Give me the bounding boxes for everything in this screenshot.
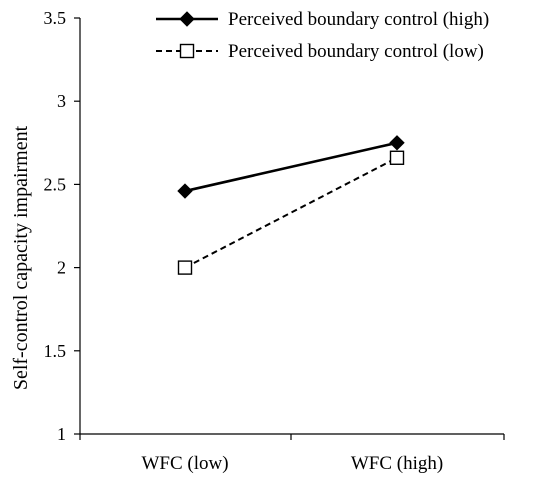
legend-marker <box>179 43 195 59</box>
data-point-high-1 <box>389 135 405 151</box>
legend: Perceived boundary control (high) Perceiv… <box>156 9 489 62</box>
data-point-high-0 <box>177 183 193 199</box>
series-line-high <box>184 141 398 193</box>
x-category-label: WFC (high) <box>351 453 443 474</box>
series-group <box>177 135 405 275</box>
data-point-low-1 <box>389 150 405 165</box>
legend-marker <box>179 11 195 27</box>
series-line-low <box>184 156 398 269</box>
y-axis-ticks: 1 1.5 2 2.5 3 3.5 <box>44 8 80 444</box>
y-tick-label: 3 <box>57 91 66 111</box>
y-tick-label: 1 <box>57 424 66 444</box>
y-tick-label: 1.5 <box>44 341 67 361</box>
legend-label: Perceived boundary control (high) <box>228 9 489 30</box>
y-axis-label: Self-control capacity impairment <box>10 125 32 390</box>
y-tick-label: 2.5 <box>44 174 67 194</box>
data-point-low-0 <box>177 260 193 275</box>
x-category-label: WFC (low) <box>141 453 228 474</box>
x-axis-ticks: WFC (low) WFC (high) <box>79 434 505 474</box>
legend-label: Perceived boundary control (low) <box>228 41 484 62</box>
y-tick-label: 3.5 <box>44 8 67 28</box>
y-tick-label: 2 <box>57 258 66 278</box>
